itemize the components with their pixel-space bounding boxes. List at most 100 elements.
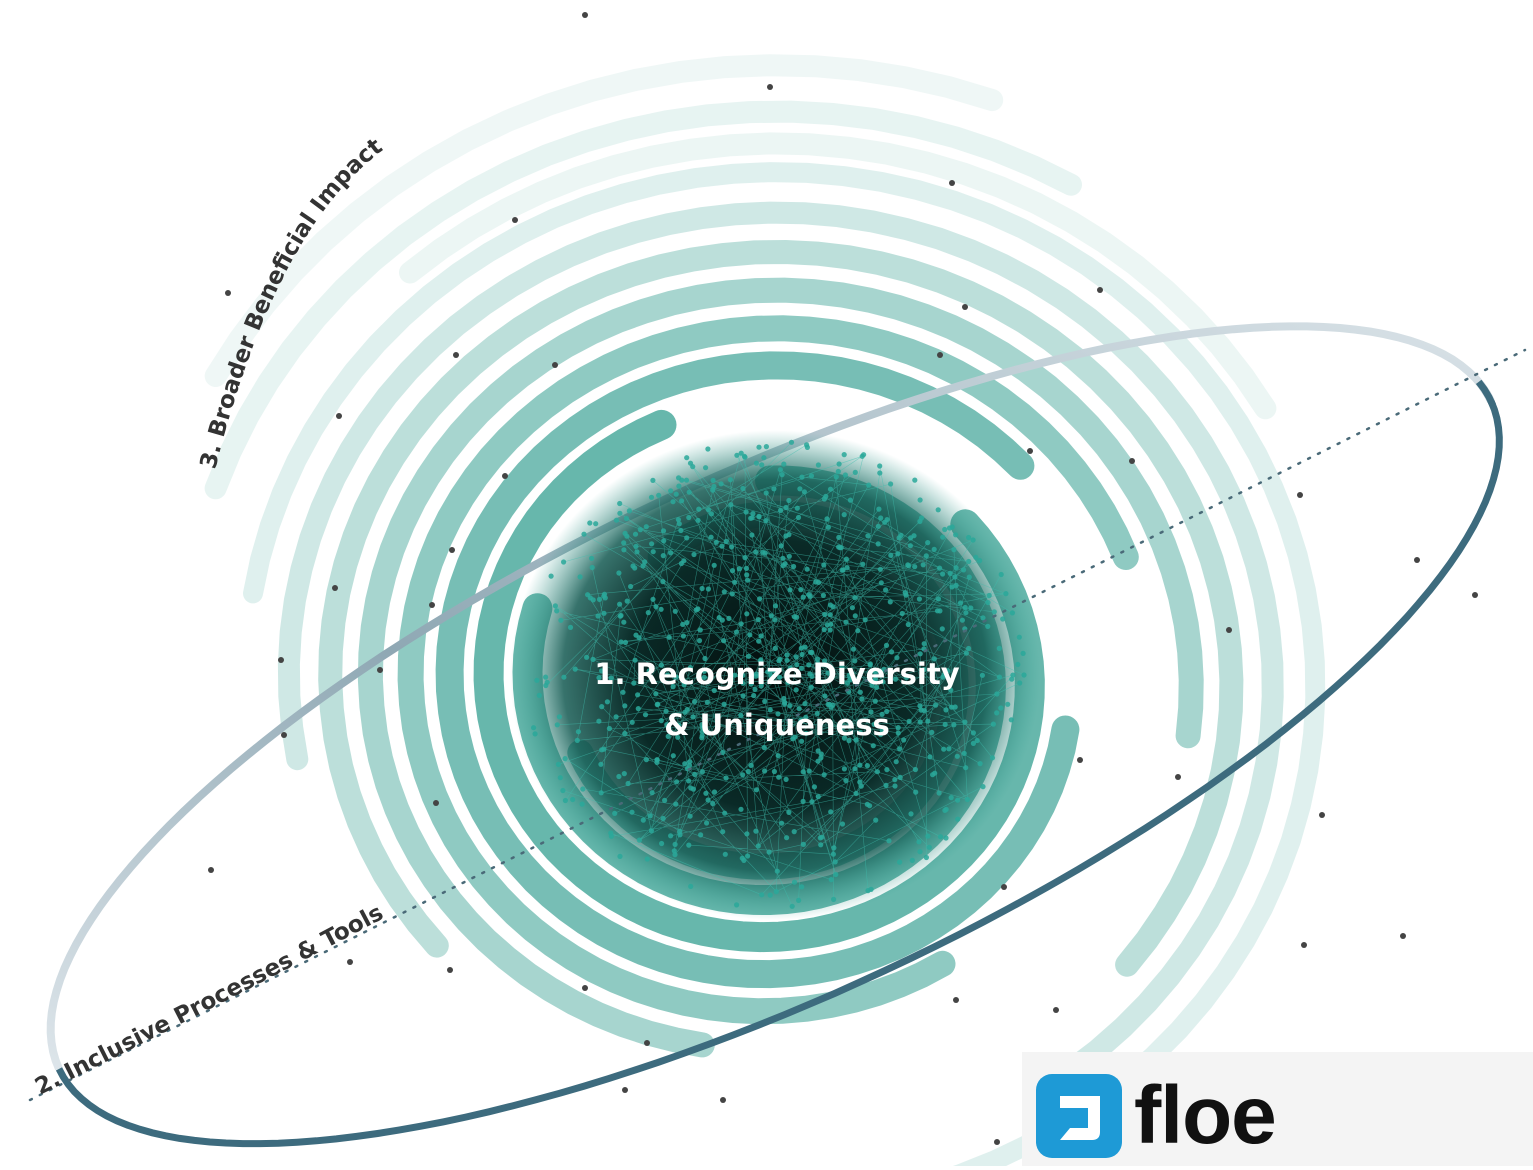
scatter-dot bbox=[225, 290, 231, 296]
scatter-dot bbox=[937, 352, 943, 358]
scatter-dot bbox=[1097, 287, 1103, 293]
core-node bbox=[740, 680, 746, 686]
core-node bbox=[613, 714, 619, 720]
core-node bbox=[601, 610, 607, 616]
core-node bbox=[784, 652, 790, 658]
core-node bbox=[1003, 591, 1009, 597]
core-node bbox=[936, 790, 942, 796]
core-node bbox=[666, 634, 672, 640]
spiral-ring-4 bbox=[357, 277, 1204, 1058]
core-node bbox=[799, 651, 805, 658]
core-node bbox=[728, 502, 734, 508]
core-node bbox=[554, 722, 560, 728]
core-node bbox=[677, 832, 683, 838]
center-label-line2: & Uniqueness bbox=[664, 708, 889, 742]
core-node bbox=[942, 526, 948, 533]
core-node bbox=[836, 534, 842, 541]
core-node bbox=[704, 820, 710, 826]
core-node bbox=[632, 657, 638, 663]
core-node bbox=[990, 721, 997, 727]
core-node bbox=[937, 834, 944, 840]
core-node bbox=[683, 477, 690, 483]
core-node bbox=[570, 796, 576, 803]
core-node bbox=[842, 472, 849, 478]
core-node bbox=[663, 708, 669, 714]
core-node bbox=[815, 748, 821, 754]
core-node bbox=[787, 587, 793, 593]
floe-logo-icon bbox=[1036, 1074, 1122, 1158]
core-node bbox=[710, 800, 716, 807]
scatter-dot bbox=[512, 217, 518, 223]
core-node bbox=[850, 646, 857, 652]
core-node bbox=[822, 611, 828, 618]
core-node bbox=[945, 668, 951, 674]
core-node bbox=[923, 553, 929, 559]
core-node bbox=[998, 571, 1004, 578]
core-node bbox=[985, 623, 991, 630]
spiral-ring-3 bbox=[397, 315, 1139, 1025]
core-node bbox=[668, 488, 674, 494]
core-node bbox=[699, 769, 706, 775]
core-node bbox=[822, 658, 828, 664]
core-node bbox=[589, 555, 595, 561]
core-node bbox=[672, 852, 678, 858]
core-node bbox=[946, 746, 952, 752]
core-node bbox=[742, 555, 748, 561]
core-node bbox=[833, 474, 839, 480]
core-node bbox=[744, 831, 750, 837]
core-node bbox=[806, 592, 812, 598]
core-node bbox=[970, 730, 977, 736]
core-node bbox=[931, 546, 937, 552]
core-node bbox=[688, 883, 694, 890]
core-node bbox=[837, 545, 843, 551]
core-node bbox=[695, 517, 701, 523]
core-node bbox=[977, 558, 983, 564]
core-node bbox=[714, 713, 720, 719]
core-node bbox=[818, 751, 824, 757]
orbit-front-band bbox=[55, 399, 1503, 1148]
core-node bbox=[634, 549, 640, 555]
core-node bbox=[948, 687, 954, 693]
core-node bbox=[748, 515, 754, 521]
core-node bbox=[654, 702, 660, 708]
core-node bbox=[799, 884, 805, 890]
scatter-dot bbox=[552, 362, 558, 368]
core-node bbox=[632, 531, 639, 537]
core-node bbox=[618, 612, 624, 619]
core-node bbox=[708, 534, 714, 540]
core-node bbox=[917, 849, 923, 855]
core-node bbox=[739, 855, 745, 861]
core-node bbox=[831, 896, 837, 903]
core-node bbox=[970, 537, 976, 543]
core-node bbox=[772, 603, 779, 609]
core-node bbox=[637, 527, 644, 533]
core-node bbox=[843, 777, 849, 784]
core-node bbox=[728, 673, 734, 679]
core-node bbox=[648, 494, 655, 500]
core-node bbox=[777, 674, 783, 680]
core-node bbox=[686, 842, 692, 848]
core-node bbox=[699, 729, 706, 735]
core-node bbox=[729, 568, 736, 574]
core-node bbox=[889, 649, 895, 655]
core-node bbox=[722, 851, 728, 857]
core-node bbox=[650, 549, 656, 555]
core-node bbox=[740, 772, 746, 778]
core-node bbox=[759, 462, 765, 468]
core-node bbox=[723, 775, 729, 781]
core-node bbox=[793, 654, 799, 660]
core-node bbox=[892, 783, 898, 789]
core-node bbox=[778, 543, 784, 549]
scatter-dot bbox=[447, 967, 453, 973]
core-node bbox=[916, 839, 922, 845]
core-node bbox=[676, 521, 682, 527]
core-node bbox=[738, 450, 744, 456]
core-node bbox=[687, 664, 694, 671]
core-node bbox=[670, 684, 676, 690]
core-node bbox=[796, 706, 802, 712]
core-node bbox=[544, 679, 550, 685]
core-node bbox=[703, 465, 709, 471]
core-node bbox=[786, 553, 792, 559]
core-node bbox=[855, 628, 861, 634]
core-node bbox=[932, 770, 938, 776]
